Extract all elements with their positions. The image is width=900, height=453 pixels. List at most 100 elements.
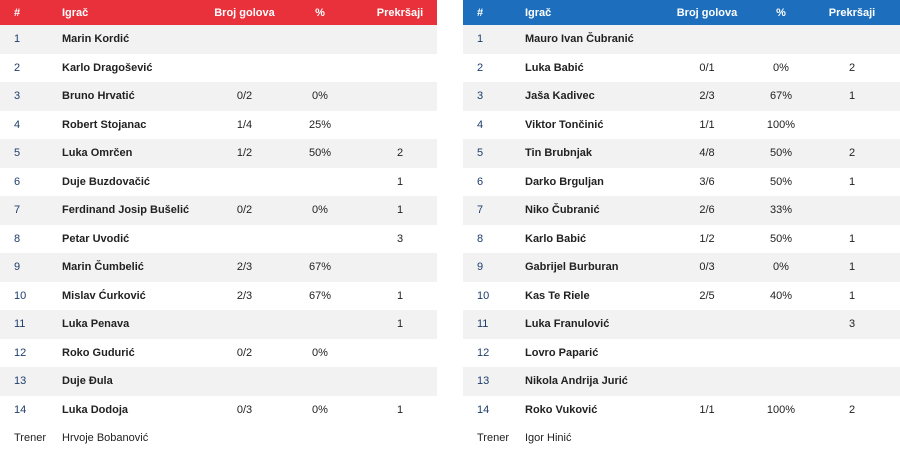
player-name[interactable]: Marin Čumbelić <box>62 261 144 274</box>
player-goals: 1/1 <box>699 118 715 131</box>
player-name[interactable]: Mislav Ćurković <box>62 289 146 302</box>
player-name[interactable]: Kas Te Riele <box>525 289 590 302</box>
player-fouls: 1 <box>848 232 856 245</box>
player-name[interactable]: Gabrijel Burburan <box>525 261 619 274</box>
coach-row: Trener Hrvoje Bobanović <box>0 424 437 453</box>
table-row: 3 Bruno Hrvatić 0/2 0% <box>0 82 437 111</box>
table-row: 6 Darko Brguljan 3/6 50% 1 <box>463 168 900 197</box>
table-row: 12 Roko Gudurić 0/2 0% <box>0 339 437 368</box>
table-row: 9 Marin Čumbelić 2/3 67% <box>0 253 437 282</box>
player-percent: 0% <box>312 90 328 103</box>
player-number: 14 <box>477 403 490 416</box>
coach-label: Trener <box>14 432 46 445</box>
player-number: 1 <box>14 33 21 46</box>
player-percent: 50% <box>769 232 793 245</box>
table-row: 3 Jaša Kadivec 2/3 67% 1 <box>463 82 900 111</box>
player-fouls: 1 <box>396 289 404 302</box>
player-name[interactable]: Luka Omrčen <box>62 147 133 160</box>
player-percent: 50% <box>769 147 793 160</box>
player-number: 14 <box>14 403 27 416</box>
header-fouls: Prekršaji <box>828 6 876 19</box>
player-name[interactable]: Roko Vuković <box>525 403 598 416</box>
player-number: 13 <box>14 375 27 388</box>
player-number: 11 <box>477 318 489 331</box>
table-row: 10 Kas Te Riele 2/5 40% 1 <box>463 282 900 311</box>
player-goals: 0/3 <box>236 403 253 416</box>
table-row: 1 Mauro Ivan Čubranić <box>463 25 900 54</box>
player-number: 8 <box>477 232 484 245</box>
header-number: # <box>477 6 484 19</box>
header-percent: % <box>776 6 786 19</box>
table-row: 6 Duje Buzdovačić 1 <box>0 168 437 197</box>
player-percent: 67% <box>308 261 332 274</box>
player-goals: 1/2 <box>236 147 253 160</box>
table-row: 2 Luka Babić 0/1 0% 2 <box>463 54 900 83</box>
player-number: 9 <box>477 261 484 274</box>
player-percent: 50% <box>308 147 332 160</box>
player-number: 4 <box>477 118 484 131</box>
player-number: 2 <box>477 61 484 74</box>
player-name[interactable]: Luka Babić <box>525 61 584 74</box>
home-table-body: 1 Marin Kordić 2 Karlo Dragošević 3 Bruno Hrv… <box>0 25 437 453</box>
player-name[interactable]: Jaša Kadivec <box>525 90 595 103</box>
player-fouls: 2 <box>396 147 404 160</box>
player-name[interactable]: Viktor Tončinić <box>525 118 604 131</box>
player-name[interactable]: Duje Đula <box>62 375 113 388</box>
player-goals: 2/3 <box>236 289 253 302</box>
header-player: Igrač <box>62 6 89 19</box>
player-name[interactable]: Roko Gudurić <box>62 346 135 359</box>
table-row: 4 Robert Stojanac 1/4 25% <box>0 111 437 140</box>
player-goals: 4/8 <box>699 147 715 160</box>
player-number: 3 <box>14 90 21 103</box>
player-name[interactable]: Karlo Babić <box>525 232 587 245</box>
table-row: 7 Ferdinand Josip Bušelić 0/2 0% 1 <box>0 196 437 225</box>
table-row: 14 Roko Vuković 1/1 100% 2 <box>463 396 900 425</box>
player-goals: 0/2 <box>236 204 253 217</box>
table-row: 13 Nikola Andrija Jurić <box>463 367 900 396</box>
player-number: 1 <box>477 33 484 46</box>
player-name[interactable]: Darko Brguljan <box>525 175 604 188</box>
player-name[interactable]: Niko Čubranić <box>525 204 600 217</box>
player-percent: 0% <box>773 261 789 274</box>
player-goals: 2/3 <box>236 261 253 274</box>
player-name[interactable]: Luka Penava <box>62 318 130 331</box>
player-name[interactable]: Marin Kordić <box>62 33 130 46</box>
player-number: 7 <box>477 204 484 217</box>
coach-label: Trener <box>477 432 509 445</box>
player-name[interactable]: Ferdinand Josip Bušelić <box>62 204 190 217</box>
table-row: 1 Marin Kordić <box>0 25 437 54</box>
player-name[interactable]: Karlo Dragošević <box>62 61 153 74</box>
player-name[interactable]: Lovro Paparić <box>525 346 599 359</box>
player-name[interactable]: Luka Dodoja <box>62 403 129 416</box>
player-name[interactable]: Duje Buzdovačić <box>62 175 151 188</box>
player-name[interactable]: Petar Uvodić <box>62 232 130 245</box>
player-name[interactable]: Tin Brubnjak <box>525 147 593 160</box>
player-percent: 100% <box>766 403 796 416</box>
player-percent: 0% <box>312 403 328 416</box>
player-percent: 67% <box>769 90 793 103</box>
player-name[interactable]: Nikola Andrija Jurić <box>525 375 628 388</box>
table-row: 8 Petar Uvodić 3 <box>0 225 437 254</box>
player-fouls: 1 <box>396 204 404 217</box>
player-name[interactable]: Luka Franulović <box>525 318 610 331</box>
player-goals: 3/6 <box>699 175 715 188</box>
table-row: 8 Karlo Babić 1/2 50% 1 <box>463 225 900 254</box>
table-row: 9 Gabrijel Burburan 0/3 0% 1 <box>463 253 900 282</box>
table-row: 7 Niko Čubranić 2/6 33% <box>463 196 900 225</box>
player-percent: 25% <box>308 118 332 131</box>
table-row: 4 Viktor Tončinić 1/1 100% <box>463 111 900 140</box>
player-name[interactable]: Robert Stojanac <box>62 118 147 131</box>
table-row: 5 Luka Omrčen 1/2 50% 2 <box>0 139 437 168</box>
player-number: 13 <box>477 375 490 388</box>
player-number: 5 <box>14 147 21 160</box>
player-number: 5 <box>477 147 484 160</box>
player-fouls: 2 <box>848 403 856 416</box>
table-row: 12 Lovro Paparić <box>463 339 900 368</box>
table-row: 11 Luka Franulović 3 <box>463 310 900 339</box>
player-goals: 0/2 <box>236 90 253 103</box>
player-percent: 50% <box>769 175 793 188</box>
player-name[interactable]: Mauro Ivan Čubranić <box>525 33 634 46</box>
player-name[interactable]: Bruno Hrvatić <box>62 90 135 103</box>
player-number: 12 <box>477 346 490 359</box>
coach-row: Trener Igor Hinić <box>463 424 900 453</box>
